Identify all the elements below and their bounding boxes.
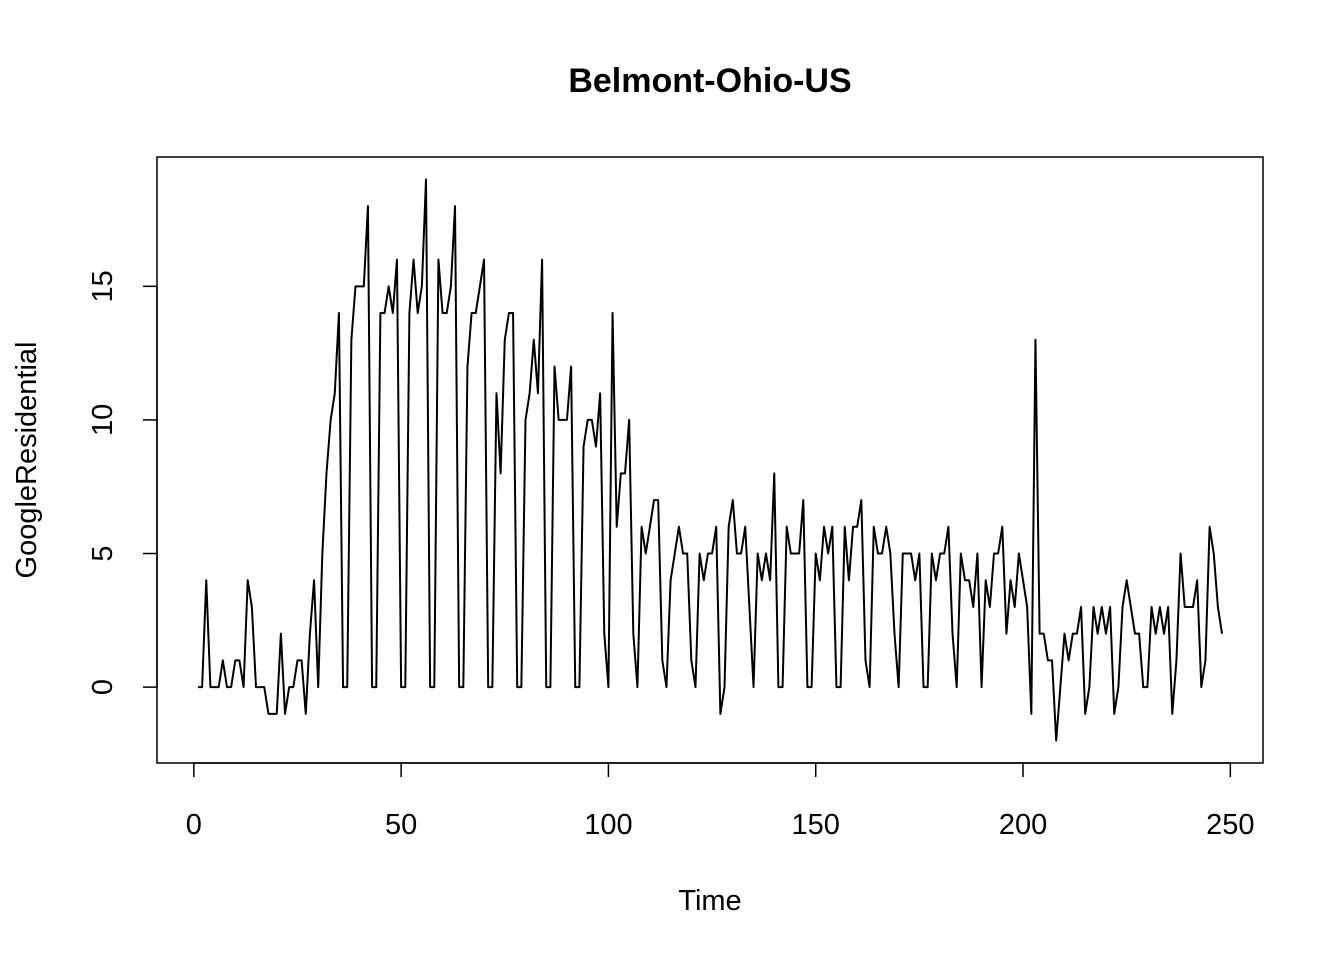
chart-title: Belmont-Ohio-US — [568, 62, 851, 100]
y-tick-label: 0 — [87, 679, 119, 695]
y-axis-label: GoogleResidential — [11, 342, 43, 579]
x-tick-label: 150 — [792, 809, 840, 841]
data-line — [197, 178, 1224, 742]
y-tick-label: 15 — [87, 270, 119, 302]
plot-box — [156, 156, 1264, 764]
y-tick-label: 5 — [87, 545, 119, 561]
x-tick-label: 0 — [186, 809, 202, 841]
y-tick-label: 10 — [87, 404, 119, 436]
x-tick-label: 250 — [1206, 809, 1254, 841]
x-tick-label: 200 — [999, 809, 1047, 841]
x-tick-label: 100 — [584, 809, 632, 841]
x-axis-label: Time — [678, 885, 741, 917]
x-tick-label: 50 — [385, 809, 417, 841]
